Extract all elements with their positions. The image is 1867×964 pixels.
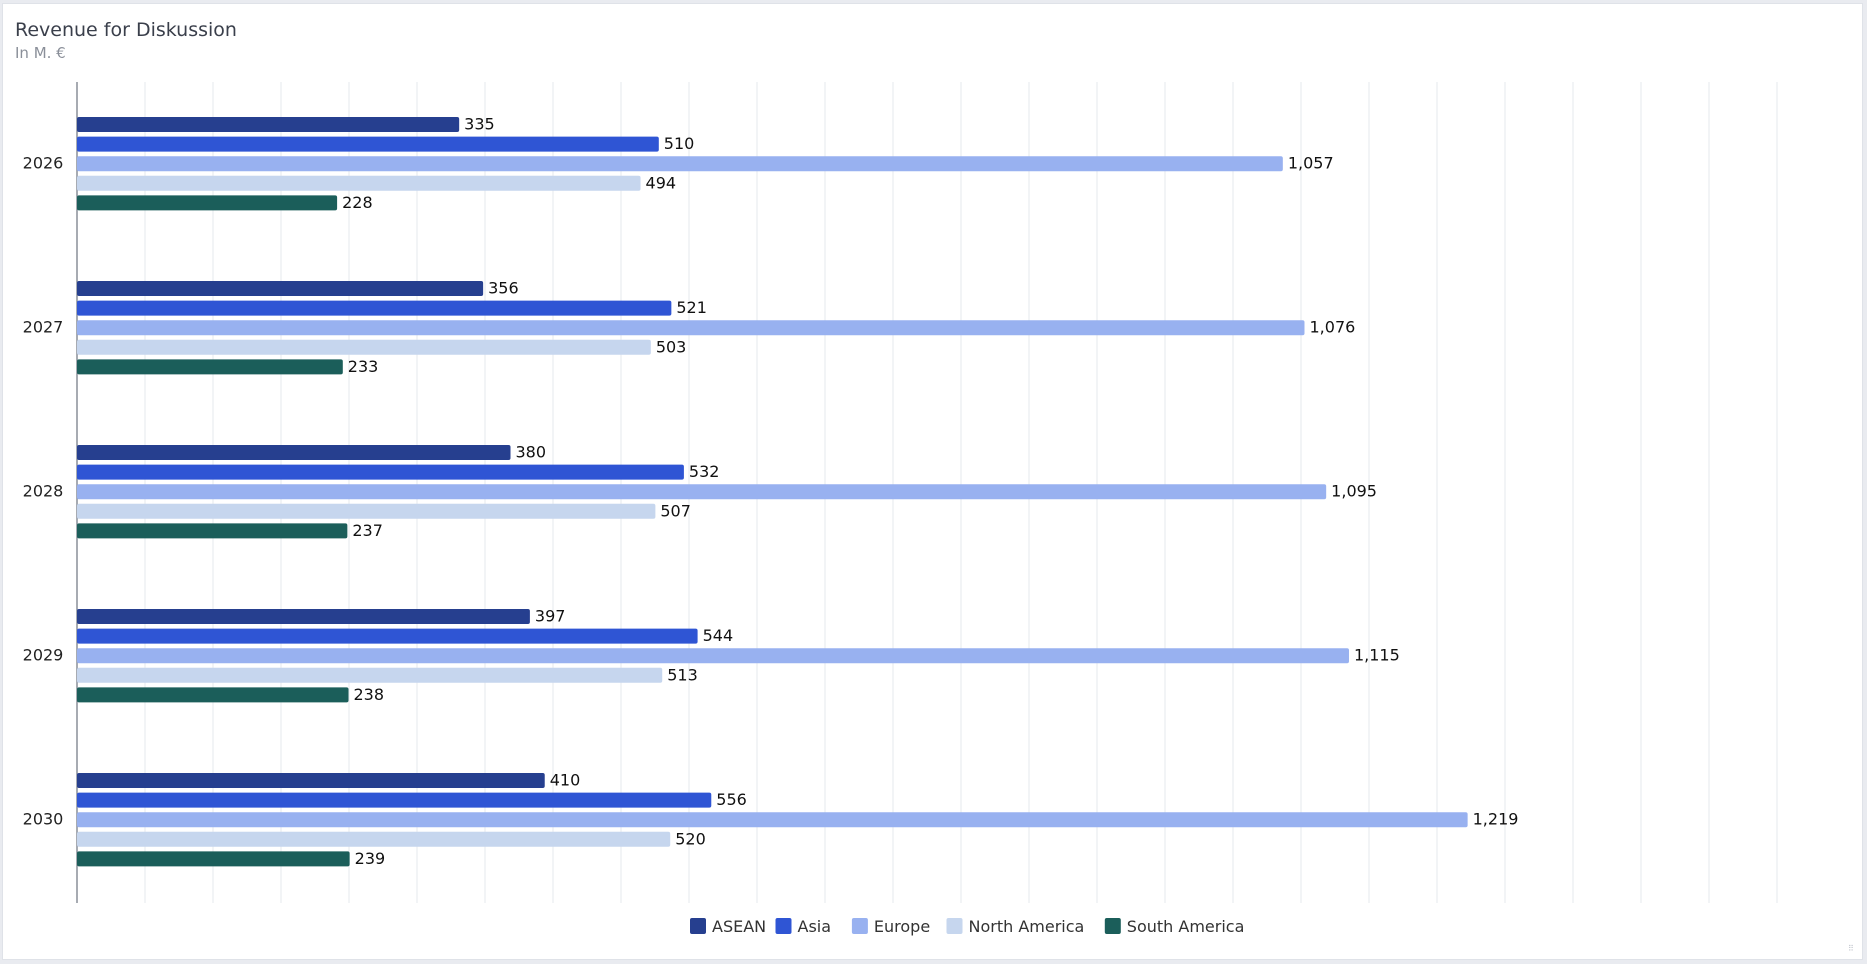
bar[interactable] [77,136,659,152]
data-label: 1,115 [1354,646,1400,665]
bar[interactable] [77,503,656,519]
data-label: 356 [488,279,519,298]
data-label: 1,095 [1331,482,1377,501]
data-label: 1,057 [1288,154,1334,173]
data-label: 237 [352,521,383,540]
y-tick-label: 2026 [23,154,64,173]
bar[interactable] [77,484,1327,500]
y-tick-label: 2027 [23,318,64,337]
bar[interactable] [77,851,350,867]
bar[interactable] [77,773,545,788]
legend-swatch [775,918,792,934]
bar[interactable] [77,464,684,480]
legend-swatch [851,918,868,934]
data-label: 503 [656,337,687,356]
bar[interactable] [77,792,712,808]
resize-grip-icon[interactable]: ⠿ [1848,944,1854,953]
bar[interactable] [77,812,1468,828]
bar[interactable] [77,667,663,683]
bar[interactable] [77,445,511,460]
data-label: 238 [354,685,385,704]
bar[interactable] [77,281,484,296]
data-label: 520 [675,829,706,848]
chart-title: Revenue for Diskussion [15,19,237,41]
legend-swatch [946,918,963,934]
data-label: 513 [667,665,698,684]
data-label: 510 [664,134,695,153]
legend-item[interactable]: Asia [775,917,832,936]
y-tick-label: 2028 [23,482,64,501]
bar[interactable] [77,831,671,847]
data-label: 397 [535,607,566,626]
bar[interactable] [77,320,1305,336]
y-tick-label: 2030 [23,810,64,829]
y-tick-label: 2029 [23,646,64,665]
data-label: 556 [716,790,747,809]
bar[interactable] [77,687,349,703]
legend-label: Asia [798,917,832,936]
data-label: 494 [646,173,677,192]
legend-swatch [1104,918,1121,934]
data-label: 228 [342,193,373,212]
bar[interactable] [77,339,651,355]
data-label: 380 [516,443,547,462]
data-label: 239 [355,849,386,868]
legend-item[interactable]: Europe [851,917,930,936]
bar[interactable] [77,359,343,375]
data-label: 410 [550,771,581,790]
bar[interactable] [77,523,348,539]
bar[interactable] [77,117,460,132]
data-label: 544 [703,626,734,645]
bar[interactable] [77,300,672,316]
bar[interactable] [77,156,1283,172]
legend-label: South America [1127,917,1245,936]
bar[interactable] [77,195,338,211]
legend-swatch [690,918,706,934]
legend-item[interactable]: ASEAN [690,917,766,936]
data-label: 532 [689,462,720,481]
legend-item[interactable]: North America [946,917,1085,936]
bar[interactable] [77,648,1349,664]
bar[interactable] [77,609,530,624]
legend-label: North America [969,917,1085,936]
data-label: 1,219 [1473,810,1519,829]
legend-label: ASEAN [712,917,766,936]
data-label: 1,076 [1310,318,1356,337]
chart-subtitle: In M. € [15,44,66,62]
data-label: 507 [660,501,691,520]
data-label: 233 [348,357,379,376]
legend-label: Europe [874,917,930,936]
legend-item[interactable]: South America [1104,917,1245,936]
legend: ASEAN Asia Europe North America South Americ… [690,917,1244,936]
bar[interactable] [77,175,641,191]
bar[interactable] [77,628,698,644]
bars: 335 510 1,057 494 228 356 521 1,076 503 233 380 532… [77,115,1518,868]
data-label: 521 [676,298,707,317]
data-label: 335 [464,115,495,134]
